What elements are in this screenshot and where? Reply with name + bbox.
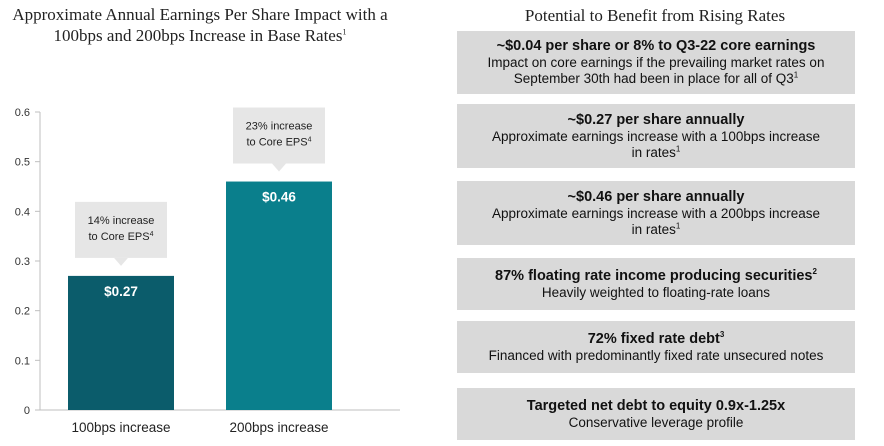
- info-box-q3-impact: ~$0.04 per share or 8% to Q3-22 core ear…: [457, 31, 855, 94]
- info-box-description-text: Heavily weighted to floating-rate loans: [541, 284, 771, 300]
- info-box-heading: ~$0.46 per share annually: [568, 189, 745, 206]
- bar-chart: 0 0.1 0.2 0.3 0.4 0.5 0.6 $0.27 100bps increase 1…: [15, 107, 400, 435]
- footnote-marker: 1: [793, 70, 799, 80]
- info-box-heading-text: 72% fixed rate debt: [587, 330, 720, 347]
- footnote-marker: 1: [675, 144, 681, 153]
- info-box-description-text: Financed with predominantly fixed rate u…: [488, 347, 824, 363]
- footnote-marker: 3: [719, 329, 725, 339]
- footnote-marker: 1: [675, 221, 681, 230]
- info-box-100bps: ~$0.27 per share annually Approximate ea…: [457, 104, 855, 168]
- y-tick-label: 0.5: [15, 157, 30, 169]
- info-box-heading: ~$0.04 per share or 8% to Q3-22 core ear…: [497, 38, 816, 55]
- y-tick-label: 0.6: [15, 107, 30, 119]
- annotation-text: 23% increase: [246, 121, 313, 133]
- bar: [226, 181, 332, 410]
- y-tick-label: 0.4: [15, 206, 30, 218]
- info-box-description: Approximate earnings increase with a 200…: [457, 206, 855, 238]
- y-tick-label: 0.1: [15, 355, 30, 367]
- chart-title-footnote: 1: [342, 27, 347, 37]
- chart-title-text: Approximate Annual Earnings Per Share Im…: [12, 5, 388, 45]
- bar-value-label: $0.46: [262, 190, 296, 205]
- annotation-callout: [75, 201, 167, 258]
- x-tick-label: 200bps increase: [229, 420, 328, 435]
- info-box-description: Conservative leverage profile: [539, 415, 774, 431]
- info-box-heading-text: Targeted net debt to equity 0.9x-1.25x: [526, 397, 786, 414]
- x-tick-label: 100bps increase: [71, 420, 170, 435]
- info-box-description-text: Approximate earnings increase with a 100…: [492, 128, 820, 160]
- y-tick-label: 0.3: [15, 256, 30, 268]
- info-box-heading-text: ~$0.27 per share annually: [567, 111, 745, 128]
- info-box-heading-text: ~$0.46 per share annually: [567, 188, 745, 205]
- y-tick-label: 0: [24, 405, 30, 417]
- info-box-description-text: Approximate earnings increase with a 200…: [492, 205, 820, 237]
- panel-title: Potential to Benefit from Rising Rates: [524, 6, 786, 25]
- info-box-heading: ~$0.27 per share annually: [568, 112, 745, 129]
- info-box-description-text: Impact on core earnings if the prevailin…: [487, 55, 825, 86]
- annotation-pointer: [114, 257, 128, 266]
- annotation-text: 14% increase: [88, 215, 155, 227]
- info-box-heading: 87% floating rate income producing secur…: [495, 266, 817, 285]
- info-box-heading: 72% fixed rate debt3: [587, 329, 725, 348]
- annotation-callout: [233, 107, 325, 164]
- y-tick-label: 0.2: [15, 306, 30, 318]
- info-box-description: Financed with predominantly fixed rate u…: [459, 348, 854, 364]
- info-box-heading-text: ~$0.04 per share or 8% to Q3-22 core ear…: [496, 38, 816, 54]
- annotation-pointer: [272, 163, 286, 172]
- info-box-leverage: Targeted net debt to equity 0.9x-1.25x C…: [457, 388, 855, 440]
- info-box-200bps: ~$0.46 per share annually Approximate ea…: [457, 181, 855, 245]
- annotation-text: to Core EPS4: [246, 137, 311, 149]
- annotation-text: to Core EPS4: [88, 231, 153, 243]
- info-box-description-text: Conservative leverage profile: [568, 414, 744, 430]
- info-box-floating-rate: 87% floating rate income producing secur…: [457, 258, 855, 310]
- info-box-fixed-rate-debt: 72% fixed rate debt3 Financed with predo…: [457, 321, 855, 373]
- chart-title: Approximate Annual Earnings Per Share Im…: [10, 4, 390, 46]
- info-box-description: Approximate earnings increase with a 100…: [457, 129, 855, 161]
- bar-value-label: $0.27: [104, 284, 138, 299]
- info-box-heading-text: 87% floating rate income producing secur…: [495, 267, 813, 284]
- info-box-heading: Targeted net debt to equity 0.9x-1.25x: [527, 398, 785, 415]
- info-box-description: Impact on core earnings if the prevailin…: [457, 55, 855, 87]
- bar: [68, 275, 174, 410]
- footnote-marker: 2: [812, 266, 817, 276]
- info-box-description: Heavily weighted to floating-rate loans: [512, 285, 800, 301]
